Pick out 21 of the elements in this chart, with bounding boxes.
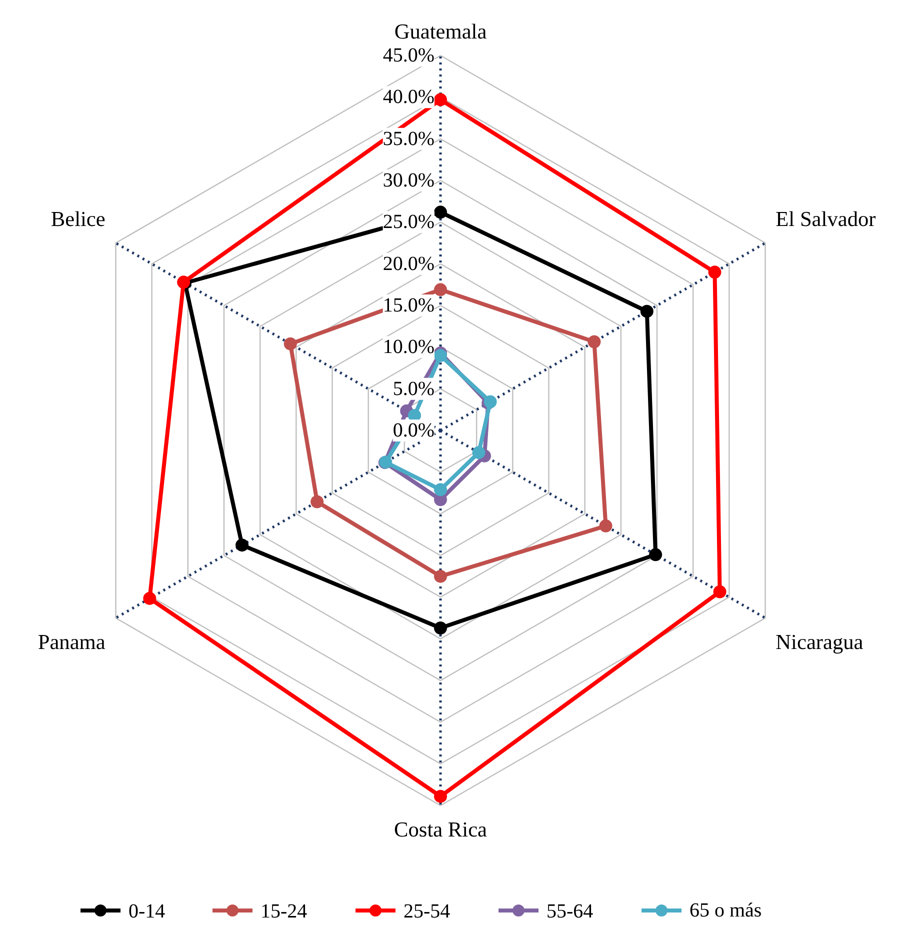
spoke-label: Belice	[50, 207, 106, 231]
y-tick-label: 30.0%	[382, 170, 435, 192]
y-tick-label: 0.0%	[392, 420, 435, 442]
spoke-label: Nicaragua	[776, 630, 864, 654]
spoke-label: Costa Rica	[394, 818, 488, 842]
y-tick-label: 45.0%	[382, 44, 435, 66]
y-tick-label: 25.0%	[382, 211, 435, 234]
legend-label: 65 o más	[690, 900, 762, 922]
y-tick-label: 40.0%	[382, 86, 435, 108]
y-tick-label: 15.0%	[382, 294, 435, 316]
y-tick-label: 5.0%	[392, 378, 435, 400]
legend-label: 55-64	[546, 900, 594, 922]
y-tick-label: 35.0%	[382, 128, 435, 150]
legend-label: 25-54	[404, 900, 450, 922]
y-tick-label: 10.0%	[382, 336, 435, 358]
y-tick-label: 20.0%	[382, 252, 435, 275]
legend-label: 15-24	[260, 900, 308, 922]
spoke-label: Guatemala	[394, 20, 488, 44]
spoke-label: El Salvador	[776, 207, 876, 231]
legend-label: 0-14	[128, 900, 166, 922]
spoke-label: Panama	[38, 630, 106, 654]
